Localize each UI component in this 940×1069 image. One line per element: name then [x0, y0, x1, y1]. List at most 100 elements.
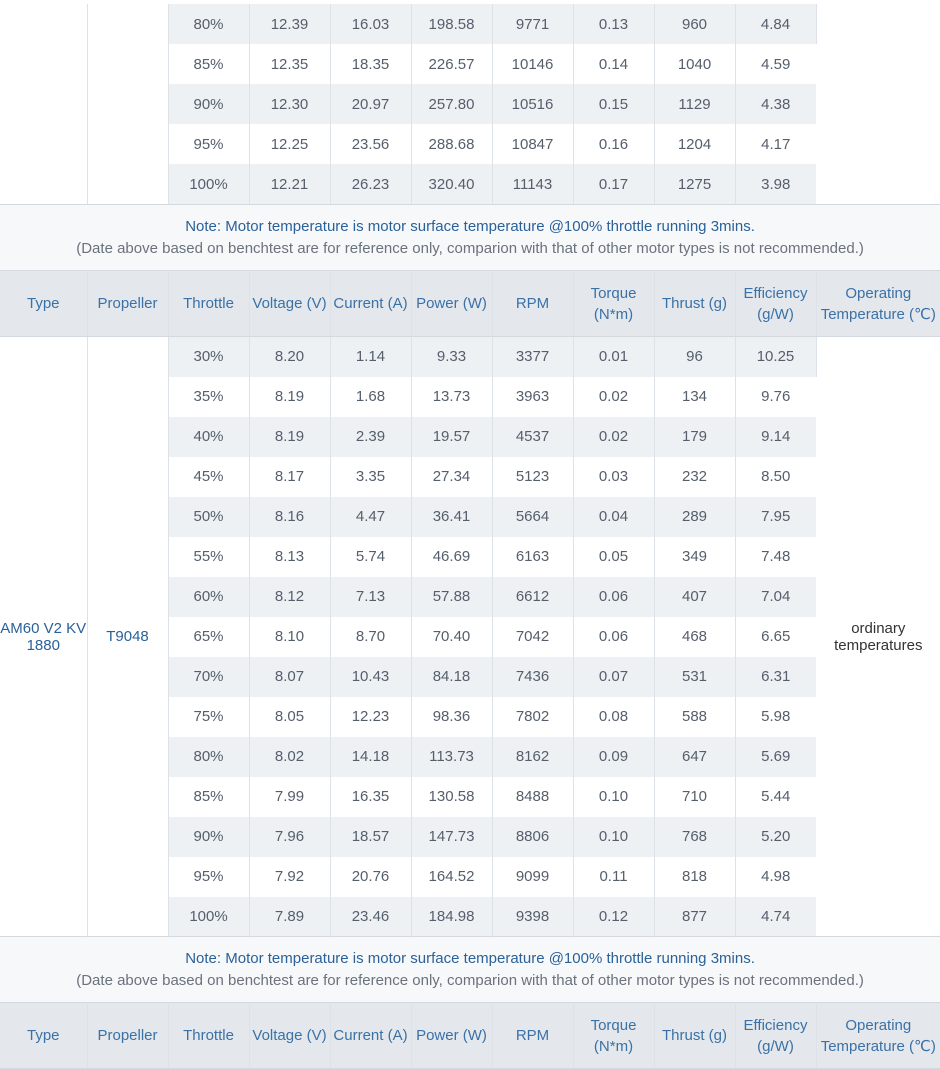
- power-cell: 198.58: [411, 4, 493, 44]
- header-throttle: Throttle: [168, 1002, 250, 1069]
- thrust-cell: 877: [654, 896, 736, 937]
- torque-cell: 0.13: [573, 4, 655, 44]
- current-cell: 12.23: [330, 696, 412, 737]
- thrust-cell: 768: [654, 816, 736, 857]
- throttle-cell: 40%: [168, 416, 250, 457]
- note-row: Note: Motor temperature is motor surface…: [0, 204, 940, 271]
- power-cell: 184.98: [411, 896, 493, 937]
- type-cell: [0, 4, 88, 204]
- table-row: 45% 8.17 3.35 27.34 5123 0.03 232 8.50: [0, 456, 940, 497]
- thrust-cell: 1040: [654, 44, 736, 84]
- table-row: 65% 8.10 8.70 70.40 7042 0.06 468 6.65: [0, 616, 940, 657]
- rpm-cell: 10847: [492, 124, 574, 164]
- thrust-cell: 468: [654, 616, 736, 657]
- thrust-cell: 134: [654, 376, 736, 417]
- motor-table-body: AM60 V2 KV 1880 T9048 30% 8.20 1.14 9.33 3377 0…: [0, 336, 940, 937]
- throttle-cell: 30%: [168, 336, 250, 377]
- header-row: Type Propeller Throttle Voltage (V) Curr…: [0, 1002, 940, 1069]
- throttle-cell: 45%: [168, 456, 250, 497]
- throttle-cell: 100%: [168, 896, 250, 937]
- voltage-cell: 8.05: [249, 696, 331, 737]
- thrust-cell: 818: [654, 856, 736, 897]
- header-rpm: RPM: [492, 270, 574, 337]
- current-cell: 1.14: [330, 336, 412, 377]
- voltage-cell: 12.30: [249, 84, 331, 124]
- thrust-cell: 179: [654, 416, 736, 457]
- header-row: Type Propeller Throttle Voltage (V) Curr…: [0, 270, 940, 337]
- table-row: 40% 8.19 2.39 19.57 4537 0.02 179 9.14: [0, 416, 940, 457]
- current-cell: 16.03: [330, 4, 412, 44]
- table-row: 35% 8.19 1.68 13.73 3963 0.02 134 9.76: [0, 376, 940, 417]
- efficiency-cell: 6.31: [735, 656, 816, 697]
- torque-cell: 0.14: [573, 44, 655, 84]
- note-sub-text: (Date above based on benchtest are for r…: [76, 971, 864, 989]
- temperature-cell: ordinary temperatures: [816, 336, 940, 937]
- current-cell: 26.23: [330, 164, 412, 204]
- power-cell: 19.57: [411, 416, 493, 457]
- rpm-cell: 6163: [492, 536, 574, 577]
- propeller-cell: [87, 4, 169, 204]
- voltage-cell: 8.10: [249, 616, 331, 657]
- current-cell: 14.18: [330, 736, 412, 777]
- torque-cell: 0.07: [573, 656, 655, 697]
- power-cell: 70.40: [411, 616, 493, 657]
- header-voltage: Voltage (V): [249, 1002, 331, 1069]
- power-cell: 9.33: [411, 336, 493, 377]
- note-cell: Note: Motor temperature is motor surface…: [0, 204, 940, 271]
- torque-cell: 0.01: [573, 336, 655, 377]
- torque-cell: 0.15: [573, 84, 655, 124]
- throttle-cell: 90%: [168, 816, 250, 857]
- current-cell: 16.35: [330, 776, 412, 817]
- header-current: Current (A): [330, 1002, 412, 1069]
- efficiency-cell: 9.76: [735, 376, 816, 417]
- header-type: Type: [0, 1002, 88, 1069]
- header-propeller: Propeller: [87, 270, 169, 337]
- rpm-cell: 9099: [492, 856, 574, 897]
- thrust-cell: 96: [654, 336, 736, 377]
- thrust-cell: 960: [654, 4, 736, 44]
- efficiency-cell: 4.17: [735, 124, 816, 164]
- thrust-cell: 289: [654, 496, 736, 537]
- current-cell: 18.35: [330, 44, 412, 84]
- top-table-body: 80% 12.39 16.03 198.58 9771 0.13 960 4.84 85% 12.…: [0, 4, 940, 204]
- efficiency-cell: 9.14: [735, 416, 816, 457]
- voltage-cell: 8.19: [249, 416, 331, 457]
- table-row: 100% 7.89 23.46 184.98 9398 0.12 877 4.74: [0, 896, 940, 937]
- current-cell: 8.70: [330, 616, 412, 657]
- throttle-cell: 95%: [168, 856, 250, 897]
- efficiency-cell: 7.48: [735, 536, 816, 577]
- efficiency-cell: 5.98: [735, 696, 816, 737]
- table-row: 90% 12.30 20.97 257.80 10516 0.15 1129 4.38: [0, 84, 940, 124]
- current-cell: 20.97: [330, 84, 412, 124]
- throttle-cell: 85%: [168, 44, 250, 84]
- header-propeller: Propeller: [87, 1002, 169, 1069]
- header-type: Type: [0, 270, 88, 337]
- efficiency-cell: 4.59: [735, 44, 816, 84]
- power-cell: 84.18: [411, 656, 493, 697]
- torque-cell: 0.10: [573, 816, 655, 857]
- voltage-cell: 8.12: [249, 576, 331, 617]
- header-efficiency: Efficiency (g/W): [735, 1002, 817, 1069]
- throttle-cell: 90%: [168, 84, 250, 124]
- power-cell: 257.80: [411, 84, 493, 124]
- thrust-cell: 1204: [654, 124, 736, 164]
- table-row: 80% 12.39 16.03 198.58 9771 0.13 960 4.84: [0, 4, 940, 204]
- voltage-cell: 8.13: [249, 536, 331, 577]
- rpm-cell: 8806: [492, 816, 574, 857]
- power-cell: 46.69: [411, 536, 493, 577]
- torque-cell: 0.04: [573, 496, 655, 537]
- thrust-cell: 588: [654, 696, 736, 737]
- throttle-cell: 80%: [168, 736, 250, 777]
- header-voltage: Voltage (V): [249, 270, 331, 337]
- note-main-text: Note: Motor temperature is motor surface…: [185, 949, 755, 967]
- rpm-cell: 10146: [492, 44, 574, 84]
- header-torque: Torque (N*m): [573, 1002, 655, 1069]
- note-main-text: Note: Motor temperature is motor surface…: [185, 217, 755, 235]
- efficiency-cell: 5.20: [735, 816, 816, 857]
- table-row: 90% 7.96 18.57 147.73 8806 0.10 768 5.20: [0, 816, 940, 857]
- thrust-cell: 531: [654, 656, 736, 697]
- motor-spec-table: Note: Motor temperature is motor surface…: [0, 204, 940, 1069]
- rpm-cell: 6612: [492, 576, 574, 617]
- table-row: 60% 8.12 7.13 57.88 6612 0.06 407 7.04: [0, 576, 940, 617]
- thrust-cell: 1129: [654, 84, 736, 124]
